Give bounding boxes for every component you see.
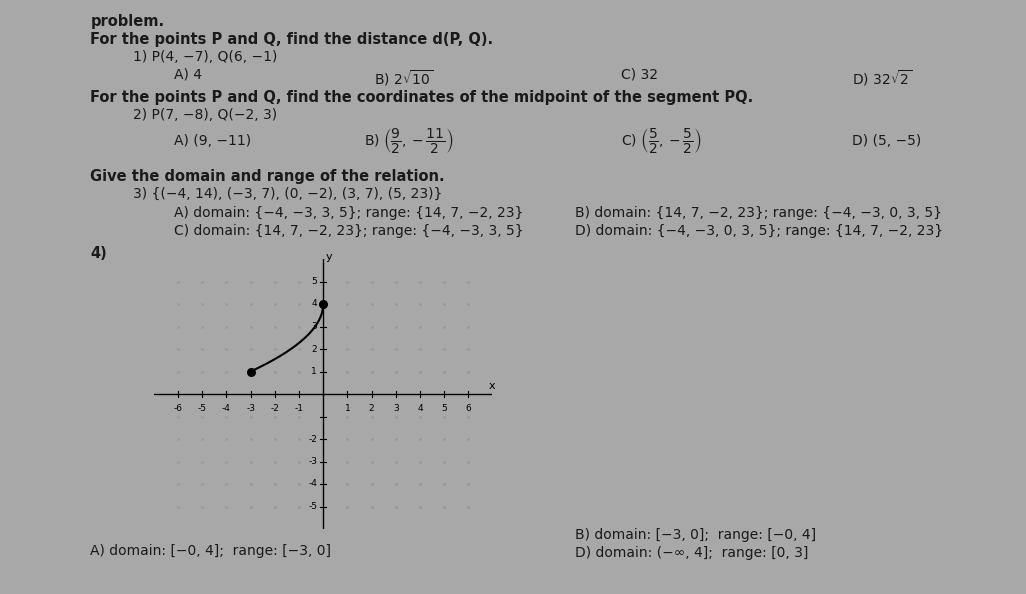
Text: C) 32: C) 32	[621, 68, 658, 82]
Text: 5: 5	[312, 277, 317, 286]
Text: 5: 5	[441, 404, 447, 413]
Text: -2: -2	[271, 404, 279, 413]
Text: 4): 4)	[90, 246, 107, 261]
Text: x: x	[489, 381, 496, 391]
Text: -6: -6	[173, 404, 183, 413]
Text: -4: -4	[222, 404, 231, 413]
Text: Give the domain and range of the relation.: Give the domain and range of the relatio…	[90, 169, 445, 184]
Text: B) domain: {14, 7, −2, 23}; range: {−4, −3, 0, 3, 5}: B) domain: {14, 7, −2, 23}; range: {−4, …	[575, 206, 942, 220]
Text: 4: 4	[312, 299, 317, 308]
Text: y: y	[326, 252, 332, 262]
Text: B) $2\sqrt{10}$: B) $2\sqrt{10}$	[374, 68, 434, 88]
Text: A) domain: {−4, −3, 3, 5}; range: {14, 7, −2, 23}: A) domain: {−4, −3, 3, 5}; range: {14, 7…	[174, 206, 524, 220]
Text: For the points P and Q, find the distance d(P, Q).: For the points P and Q, find the distanc…	[90, 32, 494, 47]
Text: D) (5, −5): D) (5, −5)	[852, 134, 920, 148]
Text: 1: 1	[312, 367, 317, 376]
Text: 3: 3	[312, 322, 317, 331]
Text: D) domain: (−∞, 4];  range: [0, 3]: D) domain: (−∞, 4]; range: [0, 3]	[575, 546, 807, 560]
Text: B) $\left(\dfrac{9}{2}, -\dfrac{11}{2}\right)$: B) $\left(\dfrac{9}{2}, -\dfrac{11}{2}\r…	[364, 126, 453, 155]
Text: -2: -2	[308, 434, 317, 444]
Text: C) domain: {14, 7, −2, 23}; range: {−4, −3, 3, 5}: C) domain: {14, 7, −2, 23}; range: {−4, …	[174, 224, 524, 238]
Text: -5: -5	[198, 404, 207, 413]
Text: D) domain: {−4, −3, 0, 3, 5}; range: {14, 7, −2, 23}: D) domain: {−4, −3, 0, 3, 5}; range: {14…	[575, 224, 943, 238]
Text: 1: 1	[345, 404, 350, 413]
Text: problem.: problem.	[90, 14, 164, 29]
Text: A) 4: A) 4	[174, 68, 202, 82]
Text: -5: -5	[308, 502, 317, 511]
Text: B) domain: [−3, 0];  range: [−0, 4]: B) domain: [−3, 0]; range: [−0, 4]	[575, 528, 816, 542]
Text: A) domain: [−0, 4];  range: [−3, 0]: A) domain: [−0, 4]; range: [−3, 0]	[90, 544, 331, 558]
Text: -1: -1	[294, 404, 304, 413]
Text: -4: -4	[308, 479, 317, 488]
Text: 1) P(4, −7), Q(6, −1): 1) P(4, −7), Q(6, −1)	[133, 50, 278, 64]
Text: 3) {(−4, 14), (−3, 7), (0, −2), (3, 7), (5, 23)}: 3) {(−4, 14), (−3, 7), (0, −2), (3, 7), …	[133, 187, 443, 201]
Text: 2: 2	[368, 404, 374, 413]
Text: C) $\left(\dfrac{5}{2}, -\dfrac{5}{2}\right)$: C) $\left(\dfrac{5}{2}, -\dfrac{5}{2}\ri…	[621, 126, 702, 155]
Text: A) (9, −11): A) (9, −11)	[174, 134, 251, 148]
Text: For the points P and Q, find the coordinates of the midpoint of the segment PQ.: For the points P and Q, find the coordin…	[90, 90, 753, 105]
Text: 6: 6	[466, 404, 471, 413]
Text: -3: -3	[246, 404, 255, 413]
Text: -3: -3	[308, 457, 317, 466]
Text: 2: 2	[312, 345, 317, 353]
Text: 2) P(7, −8), Q(−2, 3): 2) P(7, −8), Q(−2, 3)	[133, 108, 277, 122]
Text: 4: 4	[418, 404, 423, 413]
Text: D) $32\sqrt{2}$: D) $32\sqrt{2}$	[852, 68, 912, 88]
Text: 3: 3	[393, 404, 399, 413]
